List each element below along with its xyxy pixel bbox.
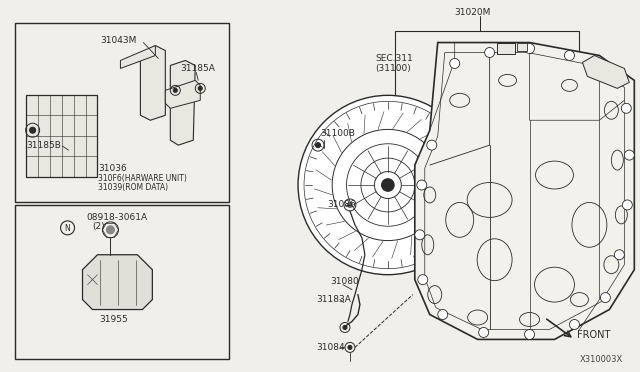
Circle shape (450, 58, 460, 68)
Circle shape (361, 158, 415, 212)
Text: 31036: 31036 (99, 164, 127, 173)
Circle shape (484, 48, 495, 58)
Circle shape (427, 140, 436, 150)
Bar (395, 31, 579, 160)
Bar (516, 42, 527, 51)
Polygon shape (170, 61, 195, 145)
Text: 31955: 31955 (99, 315, 128, 324)
Bar (26, 95, 97, 177)
Circle shape (332, 129, 444, 241)
Circle shape (600, 293, 611, 302)
Text: 31080: 31080 (330, 277, 359, 286)
Circle shape (570, 320, 579, 330)
Circle shape (525, 330, 534, 339)
Circle shape (525, 44, 534, 54)
Text: N: N (65, 224, 70, 233)
Text: (2): (2) (93, 222, 105, 231)
Bar (15, 205, 229, 359)
Circle shape (479, 327, 488, 337)
Text: 31043M: 31043M (100, 36, 137, 45)
Circle shape (348, 202, 353, 208)
Circle shape (438, 310, 448, 320)
Text: 08918-3061A: 08918-3061A (86, 214, 148, 222)
Circle shape (198, 86, 202, 90)
Text: FRONT: FRONT (577, 330, 611, 340)
Text: 310F6(HARWARE UNIT): 310F6(HARWARE UNIT) (99, 173, 188, 183)
Circle shape (621, 103, 631, 113)
Circle shape (417, 180, 427, 190)
Text: 31084: 31084 (316, 343, 344, 352)
Circle shape (625, 150, 634, 160)
Text: (31100): (31100) (375, 64, 411, 73)
Circle shape (622, 200, 632, 210)
Text: 31086: 31086 (327, 201, 356, 209)
Circle shape (29, 127, 36, 133)
Polygon shape (415, 42, 634, 339)
Circle shape (348, 346, 352, 349)
Text: 31185A: 31185A (180, 64, 215, 73)
Circle shape (614, 250, 625, 260)
Polygon shape (165, 80, 200, 108)
Circle shape (343, 326, 347, 330)
Text: 31183A: 31183A (316, 295, 351, 304)
Circle shape (381, 179, 394, 191)
Circle shape (418, 275, 428, 285)
Text: 31185B: 31185B (27, 141, 61, 150)
Circle shape (600, 67, 611, 77)
Circle shape (564, 51, 575, 61)
Polygon shape (140, 45, 165, 120)
Polygon shape (120, 45, 156, 68)
Polygon shape (83, 255, 152, 310)
Bar (497, 42, 515, 54)
Circle shape (106, 226, 115, 234)
Text: 31020M: 31020M (454, 8, 491, 17)
Text: 31100B: 31100B (320, 129, 355, 138)
Text: 31039(ROM DATA): 31039(ROM DATA) (99, 183, 168, 192)
Circle shape (298, 95, 477, 275)
Circle shape (316, 143, 321, 148)
Polygon shape (582, 55, 629, 89)
Circle shape (415, 230, 425, 240)
Text: SEC.311: SEC.311 (375, 54, 413, 63)
Text: X310003X: X310003X (579, 355, 623, 364)
Bar (15, 23, 229, 202)
Circle shape (173, 89, 177, 92)
